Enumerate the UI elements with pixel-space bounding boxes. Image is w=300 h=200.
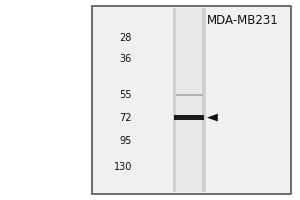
Text: 28: 28	[120, 33, 132, 43]
Text: 36: 36	[120, 54, 132, 64]
Text: 55: 55	[119, 90, 132, 100]
Bar	[92, 6, 291, 194]
Polygon shape	[207, 114, 218, 121]
Bar	[174, 115, 204, 120]
Text: 95: 95	[120, 136, 132, 146]
Text: 130: 130	[114, 162, 132, 172]
Bar	[176, 94, 203, 96]
Text: 72: 72	[119, 113, 132, 123]
Text: MDA-MB231: MDA-MB231	[207, 14, 279, 27]
Bar	[176, 8, 202, 192]
Bar	[172, 8, 206, 192]
